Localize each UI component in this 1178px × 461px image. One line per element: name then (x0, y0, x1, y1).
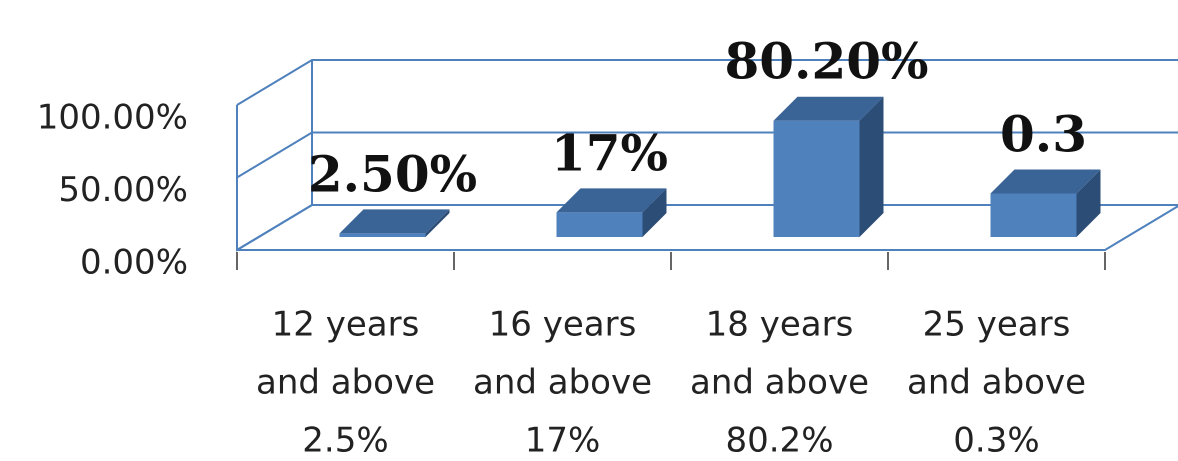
bar-top (556, 188, 667, 213)
x-tick-label: and above (473, 363, 652, 403)
bar-front (990, 193, 1077, 237)
x-tick-label: 12 years (272, 305, 420, 345)
grid-line (236, 204, 1178, 251)
x-tick-label: 16 years (489, 305, 637, 345)
x-tick-label: and above (690, 363, 869, 403)
bar (556, 188, 667, 237)
y-tick-label: 50.00% (58, 170, 188, 210)
bar-side (859, 96, 884, 238)
bar (339, 209, 450, 237)
bar-side (425, 209, 450, 237)
x-tick-label: 17% (525, 421, 601, 461)
data-label: 2.50% (308, 144, 477, 203)
floor (237, 205, 1178, 251)
bar-front (339, 233, 426, 237)
x-tick-label: 0.3% (953, 421, 1039, 461)
bar-front (556, 212, 643, 237)
y-tick-label: 0.00% (80, 243, 188, 283)
x-tick-label: 2.5% (302, 421, 388, 461)
grid-line (236, 131, 1178, 179)
data-label: 0.3 (1000, 105, 1087, 164)
bar-side (642, 188, 667, 237)
bar (990, 169, 1101, 237)
data-label: 17% (551, 123, 668, 182)
bar (773, 96, 884, 238)
x-tick-label: 18 years (706, 305, 854, 345)
x-tick-label: 80.2% (725, 421, 833, 461)
grid-line (236, 59, 1178, 106)
bar-front (773, 120, 860, 237)
y-tick-label: 100.00% (37, 98, 188, 138)
x-tick-label: and above (907, 363, 1086, 403)
bar-top (773, 96, 884, 121)
x-tick-label: 25 years (923, 305, 1071, 345)
x-tick-label: and above (256, 363, 435, 403)
bar-top (990, 169, 1101, 194)
data-label: 80.20% (724, 32, 928, 91)
bar-side (1076, 169, 1101, 237)
bar-top (339, 209, 450, 234)
